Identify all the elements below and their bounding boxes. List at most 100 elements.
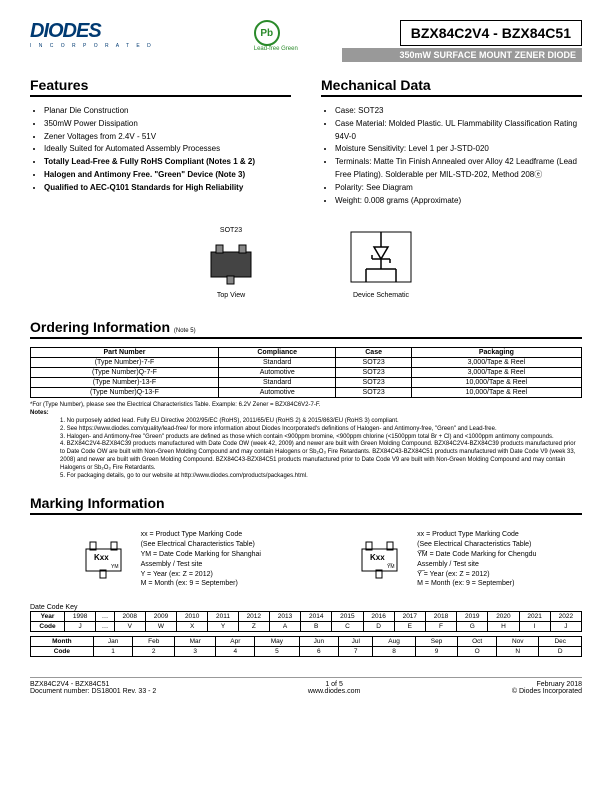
chip-drawing: Kxx YM — [76, 537, 131, 582]
table-cell: Mar — [174, 637, 216, 647]
marking-line: (See Electrical Characteristics Table) — [141, 540, 261, 550]
table-cell: 2019 — [457, 612, 488, 622]
marking-line: Assembly / Test site — [141, 560, 261, 570]
table-cell: 2015 — [332, 612, 363, 622]
table-cell: (Type Number)-7-F — [31, 358, 219, 368]
table-cell: 2018 — [425, 612, 456, 622]
table-header: Year — [31, 612, 65, 622]
marking-description: xx = Product Type Marking Code (See Elec… — [417, 530, 536, 589]
table-header: Case — [336, 348, 411, 358]
mechanical-item: Case: SOT23 — [335, 105, 582, 118]
table-cell: Jan — [93, 637, 133, 647]
table-cell: Automotive — [218, 368, 336, 378]
table-cell: 2 — [133, 647, 175, 657]
table-header: Part Number — [31, 348, 219, 358]
table-cell: V — [114, 622, 145, 632]
logo-text: DIODES — [30, 20, 154, 43]
notes-lead: *For (Type Number), please see the Elect… — [30, 402, 582, 410]
marking-line: Y = Year (ex: Z = 2012) — [141, 570, 261, 580]
month-code-table: Month Jan Feb Mar Apr May Jun Jul Aug Se… — [30, 636, 582, 657]
table-header: Code — [31, 647, 94, 657]
table-cell: SOT23 — [336, 388, 411, 398]
svg-text:YM: YM — [111, 564, 119, 570]
mechanical-item: Case Material: Molded Plastic. UL Flamma… — [335, 118, 582, 144]
table-cell: 2011 — [208, 612, 238, 622]
product-subtitle: 350mW SURFACE MOUNT ZENER DIODE — [342, 48, 582, 62]
table-cell: … — [96, 622, 114, 632]
ordering-title-text: Ordering Information — [30, 319, 170, 335]
mechanical-list: Case: SOT23 Case Material: Molded Plasti… — [321, 105, 582, 207]
sot23-label: SOT23 — [220, 227, 242, 234]
table-cell: Feb — [133, 637, 175, 647]
date-code-label: Date Code Key — [30, 604, 582, 611]
leadfree-badge: Pb Lead-free Green — [254, 20, 298, 52]
features-heading: Features — [30, 77, 291, 97]
table-cell: G — [457, 622, 488, 632]
table-cell: Y — [208, 622, 238, 632]
marking-line: xx = Product Type Marking Code — [141, 530, 261, 540]
mechanical-heading: Mechanical Data — [321, 77, 582, 97]
table-cell: Automotive — [218, 388, 336, 398]
feature-item: Totally Lead-Free & Fully RoHS Compliant… — [44, 156, 291, 169]
table-cell: 2010 — [177, 612, 208, 622]
table-cell: Dec — [539, 637, 582, 647]
marking-line: Y͞ = Year (ex: Z = 2012) — [417, 570, 536, 580]
schematic-label: Device Schematic — [346, 292, 416, 299]
marking-line: Assembly / Test site — [417, 560, 536, 570]
table-cell: 3,000/Tape & Reel — [411, 358, 581, 368]
table-cell: … — [96, 612, 114, 622]
diagram-row: SOT23 Top View — [30, 227, 582, 299]
page-footer: BZX84C2V4 - BZX84C51 Document number: DS… — [30, 677, 582, 695]
table-cell: SOT23 — [336, 358, 411, 368]
table-header: Packaging — [411, 348, 581, 358]
table-cell: Z — [238, 622, 269, 632]
top-view-label: Top View — [196, 292, 266, 299]
feature-item: Halogen and Antimony Free. "Green" Devic… — [44, 169, 291, 182]
table-cell: D — [539, 647, 582, 657]
table-cell: 2022 — [550, 612, 581, 622]
marking-description: xx = Product Type Marking Code (See Elec… — [141, 530, 261, 589]
table-row: (Type Number)Q-7-F Automotive SOT23 3,00… — [31, 368, 582, 378]
mechanical-item: Weight: 0.008 grams (Approximate) — [335, 195, 582, 208]
feature-item: Planar Die Construction — [44, 105, 291, 118]
mechanical-item: Terminals: Matte Tin Finish Annealed ove… — [335, 156, 582, 182]
footer-part: BZX84C2V4 - BZX84C51 — [30, 681, 156, 688]
table-cell: 4 — [216, 647, 255, 657]
table-cell: H — [488, 622, 519, 632]
table-cell: (Type Number)Q-7-F — [31, 368, 219, 378]
ordering-heading: Ordering Information (Note 5) — [30, 319, 582, 339]
table-row: (Type Number)-7-F Standard SOT23 3,000/T… — [31, 358, 582, 368]
footer-page: 1 of 5 — [308, 681, 361, 688]
table-cell: (Type Number)-13-F — [31, 378, 219, 388]
table-cell: 2017 — [394, 612, 425, 622]
table-cell: 5 — [255, 647, 299, 657]
table-cell: SOT23 — [336, 378, 411, 388]
table-cell: SOT23 — [336, 368, 411, 378]
footer-docnum: Document number: DS18001 Rev. 33 - 2 — [30, 688, 156, 695]
footer-url: www.diodes.com — [308, 688, 361, 695]
marking-line: (See Electrical Characteristics Table) — [417, 540, 536, 550]
ordering-note-ref: (Note 5) — [174, 328, 196, 334]
table-cell: 2016 — [363, 612, 394, 622]
table-cell: 10,000/Tape & Reel — [411, 388, 581, 398]
svg-text:Kxx: Kxx — [94, 553, 109, 562]
table-cell: Aug — [373, 637, 415, 647]
marking-line: xx = Product Type Marking Code — [417, 530, 536, 540]
table-cell: Standard — [218, 378, 336, 388]
table-cell: 6 — [299, 647, 339, 657]
year-code-table: Year 1998 … 2008 2009 2010 2011 2012 201… — [30, 611, 582, 632]
table-cell: O — [458, 647, 497, 657]
table-cell: F — [425, 622, 456, 632]
mechanical-item: Polarity: See Diagram — [335, 182, 582, 195]
table-cell: A — [269, 622, 300, 632]
features-list: Planar Die Construction 350mW Power Diss… — [30, 105, 291, 195]
table-cell: N — [497, 647, 539, 657]
logo: DIODES I N C O R P O R A T E D — [30, 20, 154, 49]
mechanical-item: Moisture Sensitivity: Level 1 per J-STD-… — [335, 143, 582, 156]
marking-heading: Marking Information — [30, 495, 582, 515]
chip-drawing: Kxx Y͞M — [352, 537, 407, 582]
svg-text:Kxx: Kxx — [370, 553, 385, 562]
feature-item: Zener Voltages from 2.4V - 51V — [44, 131, 291, 144]
table-row: (Type Number)-13-F Standard SOT23 10,000… — [31, 378, 582, 388]
pb-icon: Pb — [254, 20, 280, 46]
